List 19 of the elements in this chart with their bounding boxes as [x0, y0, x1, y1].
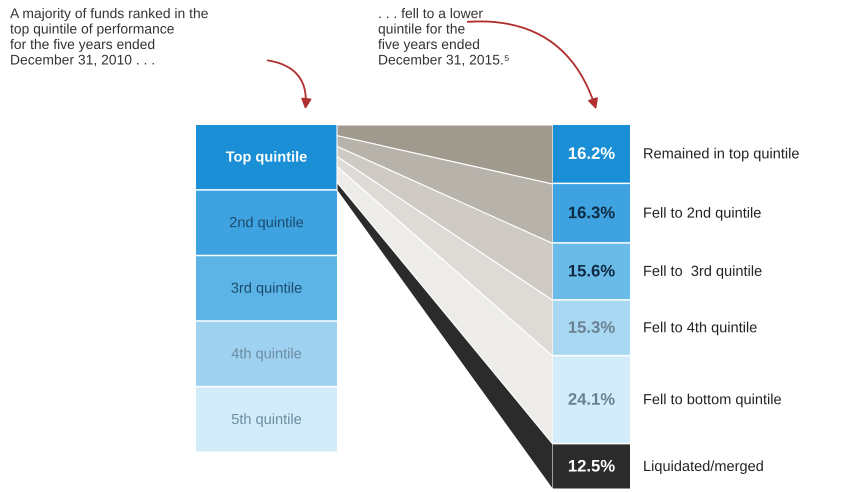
category-label: Fell to bottom quintile: [644, 394, 781, 408]
data-label: 24.1%: [568, 393, 615, 405]
category-label: Fell to 2nd quintile: [644, 207, 761, 221]
category-label: 2nd quintile: [230, 216, 304, 230]
data-label: 15.6%: [568, 264, 615, 277]
category-label: Top quintile: [226, 151, 307, 165]
category-label: Liquidated/merged: [644, 460, 763, 474]
text: . . . fell to a lower quintile for the five years ended December 31, 2015.⁵: [378, 8, 509, 66]
text: A majority of funds ranked in the top quintile of performance for the five years ended December 31, 2010 . . .: [10, 8, 208, 66]
data-label: 16.2%: [568, 147, 615, 160]
data-label: 12.5%: [568, 460, 615, 472]
category-label: 4th quintile: [232, 348, 302, 362]
data-label: 16.3%: [568, 206, 615, 218]
category-label: Remained in top quintile: [644, 148, 799, 162]
category-label: 3rd quintile: [231, 282, 302, 296]
category-label: Fell to 3rd quintile: [644, 265, 762, 279]
category-label: 5th quintile: [232, 413, 302, 427]
data-label: 15.3%: [568, 321, 615, 333]
category-label: Fell to 4th quintile: [644, 322, 757, 336]
